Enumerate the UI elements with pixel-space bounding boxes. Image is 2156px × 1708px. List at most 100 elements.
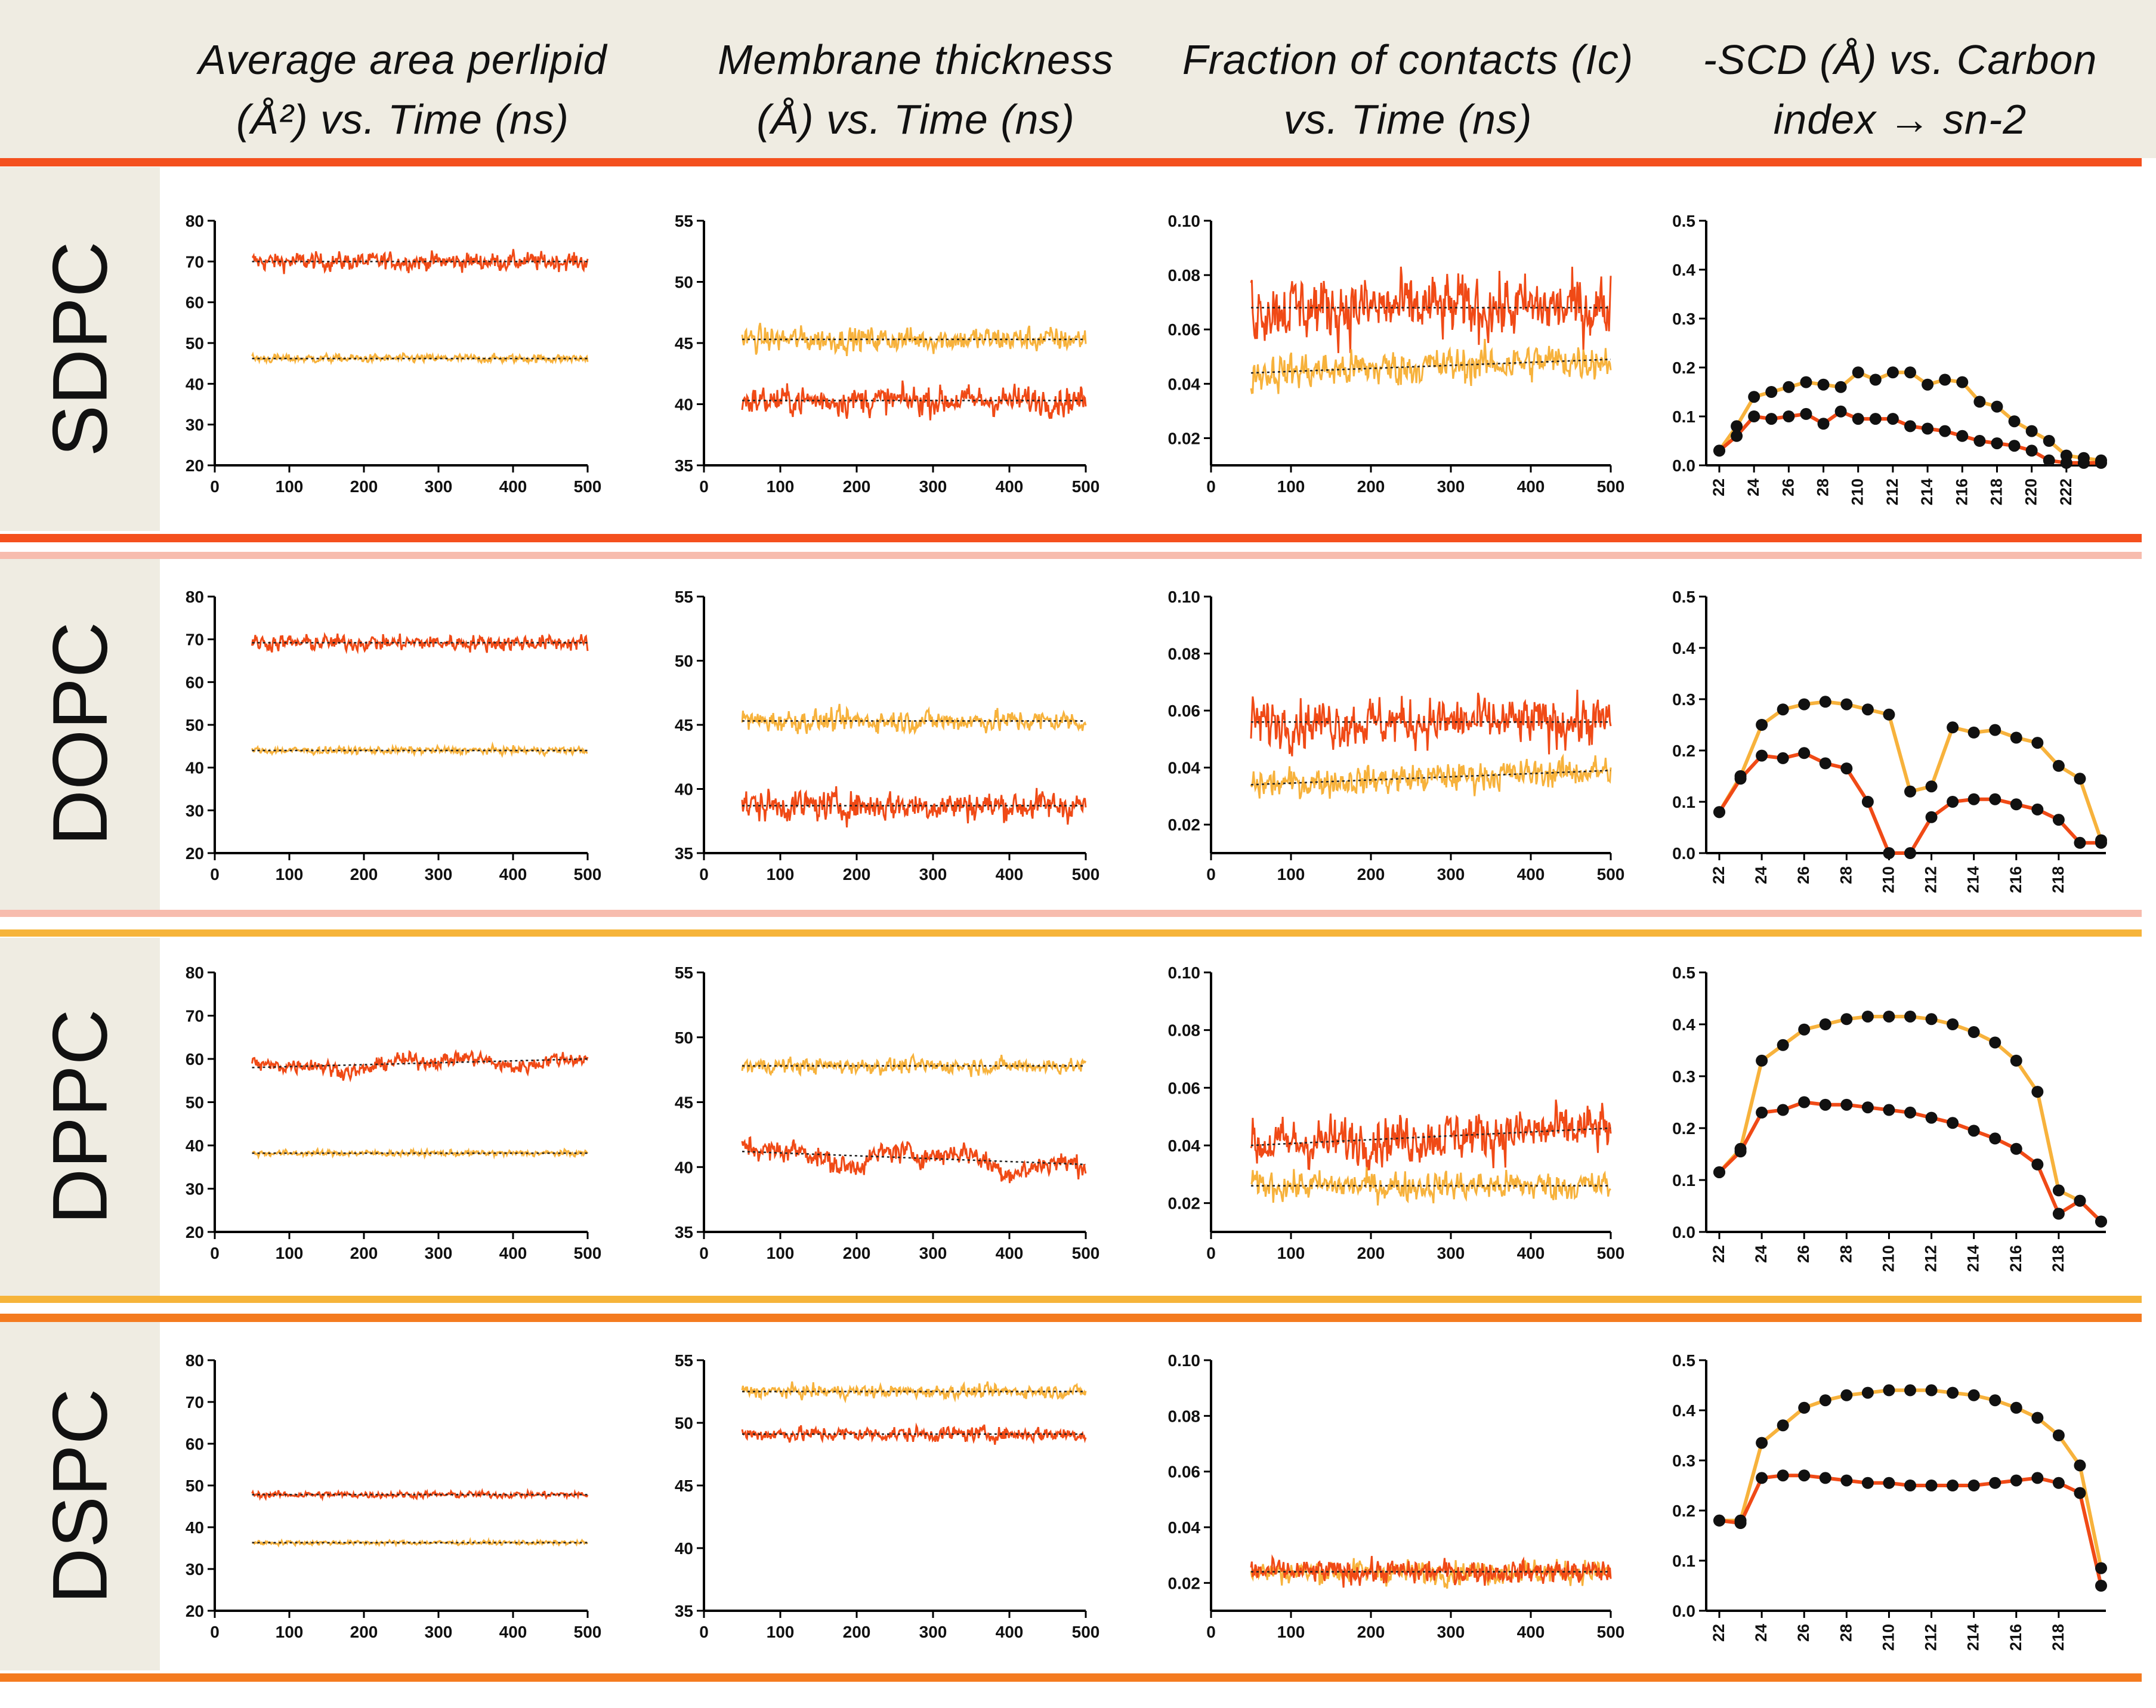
y-tick-label: 35 — [675, 456, 693, 475]
data-point — [1861, 1010, 1874, 1023]
header-fraction-contacts: Fraction of contacts (Ic) vs. Time (ns) — [1182, 36, 1634, 143]
data-point — [1800, 407, 1812, 420]
chart-dppc-3: 0.02 0.04 0.06 0.08 0.10 0 100 200 300 400 500 — [1168, 963, 1625, 1262]
y-tick-label: 0.08 — [1168, 1021, 1201, 1040]
data-point — [1904, 420, 1916, 433]
x-tick-label: 0 — [210, 1244, 220, 1262]
row-band-dopc — [0, 558, 160, 910]
data-point — [1861, 796, 1874, 808]
separator-dspc-top — [0, 1314, 2142, 1322]
y-tick-label: 0.0 — [1672, 456, 1695, 475]
data-point — [1883, 1010, 1895, 1023]
y-tick-label: 70 — [186, 1393, 204, 1412]
y-tick-label: 45 — [675, 716, 693, 734]
separator-top — [0, 158, 2142, 166]
y-tick-label: 50 — [675, 1414, 693, 1432]
x-tick-label: 24 — [1752, 866, 1770, 884]
series-orange — [741, 1052, 1087, 1077]
data-point — [1713, 806, 1725, 819]
trend-line — [252, 1058, 588, 1068]
y-tick-label: 70 — [186, 1007, 204, 1026]
x-tick-label: 212 — [1883, 478, 1901, 505]
x-tick-label: 200 — [843, 477, 871, 496]
y-tick-label: 0.1 — [1672, 1552, 1695, 1570]
data-point — [2074, 1194, 2086, 1207]
series-red — [741, 380, 1087, 421]
data-point — [2031, 1472, 2044, 1484]
y-tick-label: 0.2 — [1672, 1502, 1695, 1520]
header-area-per-lipid: Average area perlipid (Å²) vs. Time (ns) — [198, 36, 607, 143]
data-point — [1777, 1039, 1789, 1051]
data-point — [2052, 814, 2065, 826]
data-point — [1886, 366, 1899, 379]
x-tick-label: 100 — [767, 477, 795, 496]
data-point — [1967, 1389, 1980, 1401]
series-orange — [1250, 339, 1612, 394]
chart-sdpc-4: 0.0 0.1 0.2 0.3 0.4 0.5 22 24 26 28 210 212 214 216 21… — [1672, 212, 2107, 505]
data-point — [1798, 1023, 1811, 1036]
x-tick-label: 300 — [425, 477, 453, 496]
chart-dopc-1: 20 30 40 50 60 70 80 0 100 200 300 400 500 — [186, 588, 602, 884]
y-tick-label: 0.04 — [1168, 1518, 1201, 1537]
chart-dopc-4: 0.0 0.1 0.2 0.3 0.4 0.5 22 24 26 28 210 212 214 216 21… — [1672, 588, 2107, 893]
x-tick-label: 500 — [574, 865, 602, 884]
x-tick-label: 216 — [2007, 1245, 2025, 1272]
data-point — [1904, 1384, 1916, 1397]
data-point — [1798, 1401, 1811, 1414]
data-point — [2031, 1412, 2044, 1424]
x-tick-label: 100 — [276, 1623, 304, 1641]
x-tick-label: 100 — [767, 865, 795, 884]
y-tick-label: 0.06 — [1168, 320, 1201, 339]
data-point — [2010, 1054, 2022, 1067]
y-tick-label: 40 — [186, 1136, 204, 1155]
data-point — [1989, 1036, 2001, 1049]
x-tick-label: 500 — [574, 1623, 602, 1641]
separator-dppc-top — [0, 929, 2142, 937]
y-tick-label: 0.02 — [1168, 1574, 1201, 1592]
header-band — [0, 0, 2156, 158]
data-point — [1925, 1480, 1938, 1491]
data-point — [2074, 1459, 2086, 1472]
data-point — [1939, 373, 1951, 386]
y-tick-label: 0.1 — [1672, 793, 1695, 811]
y-tick-label: 40 — [186, 375, 204, 393]
x-tick-label: 400 — [996, 1623, 1024, 1641]
data-point — [1922, 378, 1934, 391]
x-tick-label: 0 — [699, 477, 709, 496]
y-tick-label: 0.3 — [1672, 1451, 1695, 1470]
data-point — [1925, 1384, 1938, 1397]
data-point — [1861, 703, 1874, 716]
data-point — [1883, 1104, 1895, 1116]
x-tick-label: 212 — [1922, 1245, 1940, 1272]
x-tick-label: 400 — [1517, 1244, 1545, 1262]
series-orange — [1250, 1167, 1611, 1206]
x-tick-label: 400 — [499, 1623, 527, 1641]
data-point — [1819, 696, 1831, 708]
y-tick-label: 0.10 — [1168, 588, 1201, 606]
x-tick-label: 400 — [996, 865, 1024, 884]
x-tick-label: 300 — [919, 477, 947, 496]
data-point — [2010, 1474, 2022, 1487]
x-tick-label: 100 — [276, 1244, 304, 1262]
y-tick-label: 0.04 — [1168, 759, 1201, 777]
data-point — [2043, 435, 2055, 447]
data-point — [1973, 435, 1986, 447]
x-tick-label: 500 — [1072, 1244, 1100, 1262]
x-tick-label: 222 — [2057, 478, 2075, 505]
data-point — [1817, 418, 1830, 430]
data-point — [1840, 1013, 1853, 1026]
data-point — [1713, 1166, 1725, 1178]
data-point — [1967, 793, 1980, 805]
x-tick-label: 214 — [1965, 1624, 1982, 1651]
order-line-red — [1719, 1474, 2103, 1586]
data-point — [1819, 1472, 1831, 1484]
series-red — [1250, 690, 1612, 756]
data-point — [1904, 1106, 1916, 1119]
y-tick-label: 0.0 — [1672, 844, 1695, 863]
data-point — [1798, 1096, 1811, 1108]
x-tick-label: 300 — [1437, 865, 1465, 884]
y-tick-label: 0.1 — [1672, 407, 1695, 426]
data-point — [2043, 454, 2055, 467]
y-tick-label: 0.06 — [1168, 1079, 1201, 1097]
x-tick-label: 22 — [1710, 866, 1728, 884]
